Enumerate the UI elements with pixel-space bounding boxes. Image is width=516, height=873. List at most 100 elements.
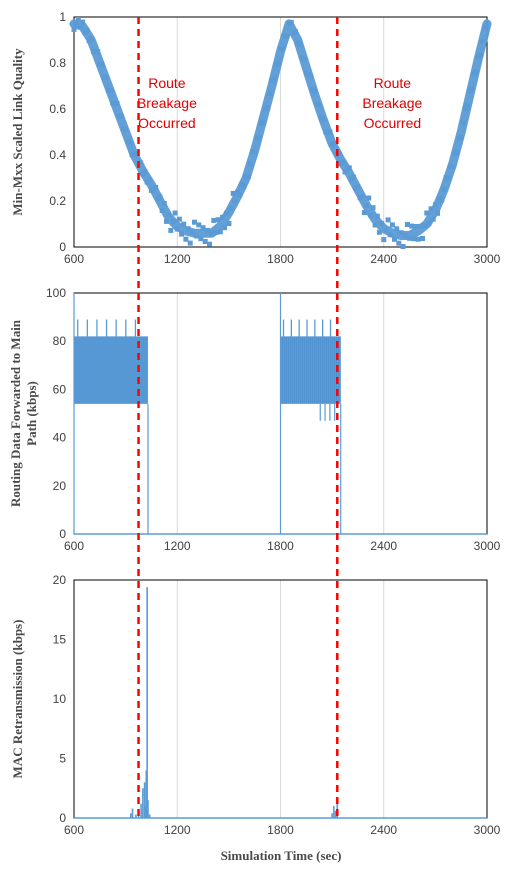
- data-point: [84, 27, 90, 33]
- data-point: [108, 87, 114, 93]
- data-point: [198, 236, 204, 242]
- data-point: [346, 165, 352, 171]
- data-point: [157, 194, 163, 200]
- y-tick-label: 60: [53, 382, 67, 396]
- link-quality-panel: 600 1200 1800 2400 3000 0 0.2 0.4 0.6 0.8 1 Min-Mxx…: [10, 10, 501, 266]
- data-point: [404, 222, 410, 227]
- x-tick-label: 3000: [474, 823, 501, 837]
- data-point: [331, 140, 337, 146]
- data-point: [366, 195, 372, 201]
- annotation-line: Breakage: [137, 95, 197, 111]
- x-axis-label: Simulation Time (sec): [221, 848, 342, 863]
- data-point: [415, 236, 421, 242]
- data-point: [204, 227, 210, 233]
- data-point: [73, 22, 79, 27]
- data-point: [237, 192, 243, 198]
- data-point: [469, 86, 475, 92]
- data-point: [396, 240, 402, 246]
- route-breakage-markers: [137, 17, 339, 818]
- data-point: [159, 208, 165, 213]
- data-point: [450, 164, 456, 170]
- data-point: [75, 17, 81, 22]
- routing-data-panel: 600 1200 1800 2400 3000 0 20 40 60 80 100 Routing D…: [8, 286, 501, 553]
- data-point: [465, 103, 471, 109]
- data-point: [368, 212, 374, 218]
- annotation-line: Route: [374, 75, 412, 91]
- data-point: [374, 213, 380, 219]
- data-point: [118, 113, 124, 119]
- data-point: [402, 233, 408, 238]
- data-point: [439, 197, 445, 203]
- data-point: [409, 223, 415, 229]
- data-point: [370, 205, 376, 211]
- plot-frame: [73, 16, 488, 248]
- data-point: [222, 225, 228, 231]
- data-point: [265, 105, 271, 111]
- data-point: [245, 174, 251, 180]
- data-point: [321, 116, 326, 122]
- data-point: [280, 46, 286, 52]
- data-point: [458, 135, 464, 140]
- data-point: [336, 150, 342, 156]
- data-point: [426, 220, 432, 226]
- data-point: [183, 236, 189, 242]
- x-tick-label: 1800: [267, 823, 294, 837]
- data-point: [213, 230, 219, 235]
- data-point: [381, 237, 387, 243]
- y-tick-label: 1: [59, 10, 66, 24]
- annotation-line: Occurred: [138, 115, 196, 131]
- data-point: [194, 233, 200, 239]
- data-point: [454, 149, 460, 155]
- data-point: [189, 230, 195, 236]
- data-point: [364, 203, 369, 209]
- x-tick-label: 1200: [164, 823, 191, 837]
- data-point: [192, 219, 197, 225]
- data-point: [441, 187, 447, 192]
- data-point: [379, 221, 385, 226]
- data-point: [473, 69, 479, 75]
- data-point: [376, 229, 382, 235]
- data-point: [297, 41, 303, 47]
- y-tick-label: 0.6: [49, 102, 66, 116]
- data-point: [252, 149, 258, 155]
- data-point: [385, 217, 391, 223]
- data-point: [301, 56, 307, 62]
- data-point: [460, 120, 466, 126]
- y-axis-label-line: Path (kbps): [24, 381, 39, 446]
- data-point: [127, 139, 133, 145]
- data-band: [74, 336, 148, 404]
- data-point: [187, 240, 193, 246]
- x-tick-label: 2400: [370, 823, 397, 837]
- data-point: [383, 227, 389, 233]
- data-point: [340, 159, 346, 165]
- data-point: [359, 193, 365, 199]
- mac-retransmission-panel: 600 1200 1800 2400 3000 0 5 10 15 20 MAC Retransmi…: [10, 573, 501, 837]
- y-tick-label: 20: [53, 479, 67, 493]
- data-point: [482, 24, 488, 30]
- x-tick-label: 2400: [370, 539, 397, 553]
- data-point: [398, 230, 404, 236]
- data-point: [181, 221, 187, 227]
- data-point: [166, 211, 172, 217]
- y-axis-label: MAC Retransmission (kbps): [10, 620, 25, 779]
- data-point: [445, 175, 451, 181]
- data-point: [256, 134, 262, 140]
- data-point: [219, 214, 225, 220]
- data-point: [400, 244, 406, 249]
- data-point: [146, 177, 152, 183]
- data-point: [430, 216, 436, 222]
- data-point: [71, 26, 77, 32]
- data-point: [351, 174, 357, 180]
- data-point: [164, 218, 169, 224]
- data-point: [355, 184, 361, 190]
- y-tick-label: 0.2: [49, 194, 66, 208]
- data-point: [99, 62, 105, 68]
- data-point: [211, 217, 217, 223]
- data-point: [372, 222, 378, 228]
- data-point: [179, 231, 185, 237]
- data-point: [114, 101, 120, 106]
- annotation-line: Route: [148, 75, 186, 91]
- y-axis-label-line: Routing Data Forwarded to Main: [8, 319, 23, 507]
- data-point: [200, 225, 206, 231]
